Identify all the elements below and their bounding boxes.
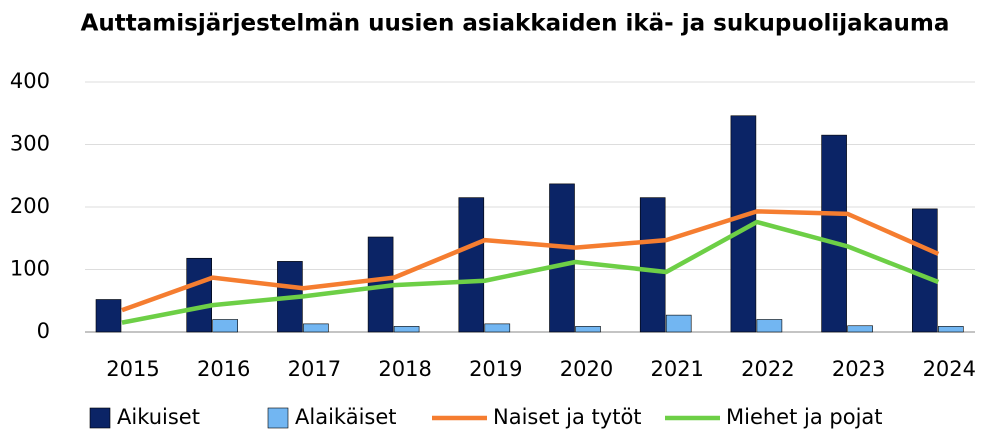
bar bbox=[458, 197, 485, 333]
line bbox=[121, 219, 940, 325]
legend-label: Naiset ja tytöt bbox=[493, 405, 642, 429]
bar bbox=[95, 299, 122, 333]
bar bbox=[821, 134, 847, 333]
y-tick-label: 100 bbox=[10, 257, 50, 281]
bar bbox=[937, 326, 964, 333]
x-tick-label: 2017 bbox=[288, 357, 341, 381]
x-tick-label: 2022 bbox=[741, 357, 794, 381]
bar bbox=[393, 326, 420, 333]
bar bbox=[303, 323, 329, 333]
bar bbox=[847, 325, 873, 333]
bar bbox=[665, 314, 692, 333]
y-tick-label: 200 bbox=[10, 194, 50, 218]
x-tick-label: 2021 bbox=[650, 357, 703, 381]
bar bbox=[911, 208, 938, 333]
x-tick-label: 2020 bbox=[560, 357, 613, 381]
line bbox=[121, 209, 940, 313]
x-tick-label: 2019 bbox=[469, 357, 522, 381]
legend-swatch bbox=[267, 407, 289, 429]
y-tick-label: 0 bbox=[37, 319, 50, 343]
x-tick-label: 2024 bbox=[923, 357, 976, 381]
bar bbox=[639, 197, 666, 333]
x-tick-label: 2015 bbox=[106, 357, 159, 381]
y-tick-label: 300 bbox=[10, 132, 50, 156]
bar bbox=[756, 319, 783, 333]
x-tick-label: 2018 bbox=[378, 357, 431, 381]
y-tick-label: 400 bbox=[10, 69, 50, 93]
legend-label: Aikuiset bbox=[117, 405, 200, 429]
bar bbox=[186, 257, 212, 333]
bar bbox=[484, 323, 511, 333]
bar bbox=[212, 319, 238, 333]
x-tick-label: 2016 bbox=[197, 357, 250, 381]
chart-title: Auttamisjärjestelmän uusien asiakkaiden … bbox=[81, 11, 950, 37]
bar bbox=[575, 326, 601, 333]
legend-label: Miehet ja pojat bbox=[726, 405, 883, 429]
legend-label: Alaikäiset bbox=[295, 405, 397, 429]
legend-swatch bbox=[89, 407, 111, 429]
bar bbox=[549, 183, 575, 333]
x-tick-label: 2023 bbox=[832, 357, 885, 381]
